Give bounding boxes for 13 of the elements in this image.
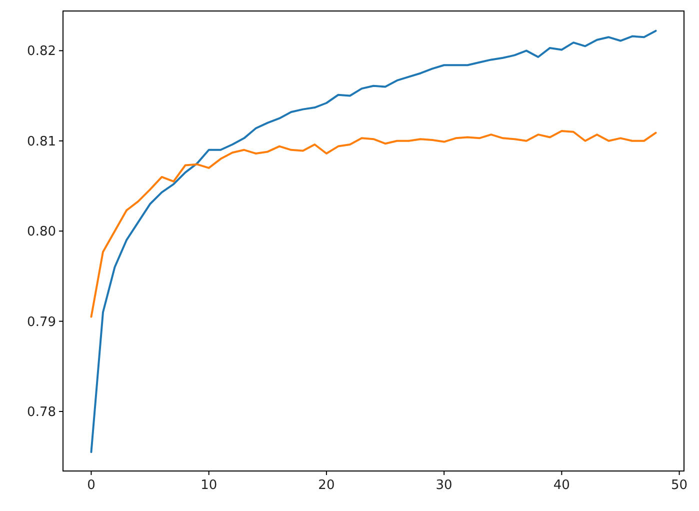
x-tick-label: 20	[318, 478, 335, 493]
y-tick-label: 0.78	[27, 405, 56, 420]
y-tick-label: 0.79	[27, 314, 56, 330]
y-tick-label: 0.81	[27, 134, 56, 150]
x-tick-label: 0	[87, 478, 96, 493]
x-tick-label: 30	[436, 478, 452, 493]
x-tick-label: 50	[671, 478, 688, 493]
x-tick-label: 10	[200, 478, 218, 493]
y-tick-label: 0.80	[27, 224, 56, 240]
x-tick-label: 40	[553, 478, 570, 493]
line-series	[90, 30, 657, 454]
y-tick-label: 0.82	[27, 44, 56, 60]
line-series	[90, 130, 657, 318]
